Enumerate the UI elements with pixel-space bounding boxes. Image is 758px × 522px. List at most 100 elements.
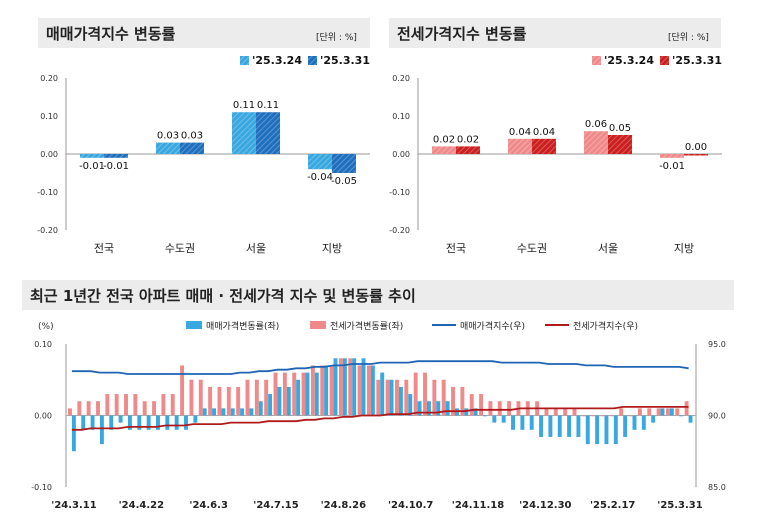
trend-jeonse-bar (236, 386, 241, 416)
trend-jeonse-bar (469, 394, 474, 416)
trend-sale-bar (277, 386, 282, 416)
sale-bar (156, 142, 180, 154)
trend-jeonse-bar (124, 394, 128, 416)
sale-ytick: -0.20 (37, 226, 58, 235)
trend-sale-bar (212, 408, 216, 416)
trend-jeonse-bar (133, 394, 138, 416)
trend-sale-bar (230, 408, 235, 416)
trend-jeonse-bar (152, 401, 157, 416)
trend-jeonse-bar (170, 394, 175, 416)
trend-sale-bar (557, 415, 562, 437)
jeonse-panel-header (389, 18, 721, 48)
jeonse-ytick: 0.20 (392, 74, 410, 83)
jeonse-panel-unit: [단위 : %] (668, 33, 709, 43)
trend-jeonse-bar (647, 408, 652, 416)
sale-bar (180, 142, 204, 154)
trend-sale-bar (567, 415, 572, 437)
trend-x-tick: '24.6.3 (189, 500, 228, 511)
jeonse-value-label: 0.04 (509, 127, 531, 138)
trend-jeonse-bar (273, 372, 278, 416)
trend-jeonse-bar (619, 408, 624, 416)
trend-sale-bar (595, 415, 600, 445)
trend-sale-bar (651, 415, 656, 423)
jeonse-value-label: 0.06 (585, 119, 607, 130)
trend-jeonse-bar (460, 386, 465, 416)
trend-sale-bar (679, 415, 684, 417)
sale-value-label: 0.11 (257, 100, 279, 111)
sale-category-label: 지방 (322, 242, 342, 255)
trend-sale-bar (548, 415, 553, 437)
trend-sale-bar (81, 415, 86, 430)
trend-sale-index-line (71, 360, 689, 375)
trend-legend-swatch (186, 321, 202, 329)
jeonse-value-label: -0.01 (659, 161, 685, 172)
trend-sale-bar (333, 358, 338, 416)
trend-x-tick: '24.12.30 (519, 500, 571, 511)
trend-sale-bar (623, 415, 628, 437)
trend-sale-bar (473, 408, 478, 416)
trend-legend-label: 매매가격지수(우) (460, 320, 525, 332)
sale-category-label: 수도권 (165, 242, 195, 255)
trend-sale-bar (137, 415, 142, 430)
trend-sale-bar (156, 415, 160, 430)
trend-sale-bar (165, 415, 170, 430)
sale-legend-label: '25.3.24 (252, 54, 302, 67)
trend-sale-bar (174, 415, 179, 430)
sale-legend-swatch (308, 56, 317, 65)
trend-jeonse-bar (68, 408, 72, 416)
sale-value-label: -0.05 (331, 176, 357, 187)
trend-jeonse-bar (320, 365, 325, 416)
trend-jeonse-bar (665, 408, 670, 416)
trend-ytick-right: 95.0 (708, 340, 726, 349)
trend-jeonse-bar (637, 408, 642, 416)
trend-x-tick: '25.3.31 (657, 500, 702, 511)
sale-value-label: -0.01 (103, 161, 129, 172)
trend-jeonse-bar (600, 415, 605, 417)
trend-panel-title: 최근 1년간 전국 아파트 매매 · 전세가격 지수 및 변동률 추이 (30, 287, 416, 305)
jeonse-value-label: 0.02 (433, 134, 455, 145)
trend-sale-bar (342, 358, 347, 416)
trend-x-tick: '24.11.18 (452, 500, 504, 511)
sale-bar (232, 112, 256, 154)
trend-sale-bar (585, 415, 590, 445)
trend-sale-bar (268, 394, 273, 416)
jeonse-ytick: -0.10 (389, 188, 410, 197)
trend-sale-bar (389, 379, 394, 416)
trend-sale-bar (202, 408, 207, 416)
trend-jeonse-bar (114, 394, 119, 416)
trend-x-tick: '24.7.15 (253, 500, 298, 511)
jeonse-legend-swatch (592, 56, 601, 65)
jeonse-value-label: 0.04 (533, 127, 555, 138)
trend-ytick-right: 90.0 (708, 412, 726, 421)
jeonse-legend-label: '25.3.24 (604, 54, 654, 67)
trend-ytick-right: 85.0 (708, 483, 726, 492)
trend-sale-bar (492, 415, 497, 423)
trend-sale-bar (688, 415, 693, 423)
trend-sale-bar (380, 372, 385, 416)
jeonse-value-label: 0.00 (685, 142, 707, 153)
sale-panel-header (38, 18, 370, 48)
trend-jeonse-bar (282, 372, 287, 416)
jeonse-legend-swatch (660, 56, 669, 65)
trend-jeonse-bar (376, 379, 381, 416)
trend-jeonse-bar (208, 386, 213, 416)
trend-sale-bar (408, 394, 413, 416)
trend-jeonse-bar (628, 415, 633, 417)
trend-jeonse-bar (189, 379, 194, 416)
trend-sale-bar (249, 408, 254, 416)
jeonse-bar (684, 154, 708, 156)
sale-bar (104, 154, 128, 158)
jeonse-category-label: 지방 (674, 242, 694, 255)
trend-sale-bar (529, 415, 534, 430)
trend-sale-bar (511, 415, 515, 430)
trend-sale-bar (660, 408, 665, 416)
trend-jeonse-bar (338, 358, 343, 416)
trend-sale-bar (99, 415, 104, 445)
sale-ytick: 0.10 (40, 112, 58, 121)
trend-jeonse-bar (245, 379, 250, 416)
trend-jeonse-bar (544, 408, 549, 416)
jeonse-category-label: 수도권 (517, 242, 547, 255)
trend-x-tick: '25.2.17 (590, 500, 635, 511)
trend-sale-bar (90, 415, 95, 430)
trend-sale-bar (324, 365, 329, 416)
